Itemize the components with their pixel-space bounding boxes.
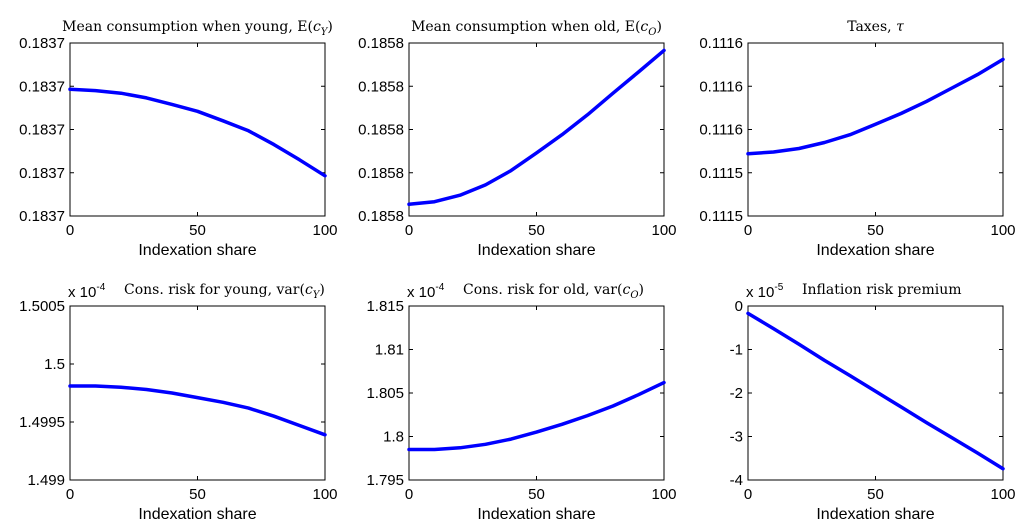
y-tick-label: 0 — [735, 298, 743, 315]
y-tick-label: 1.795 — [366, 472, 404, 489]
y-tick-label: 0.1858 — [358, 78, 404, 95]
y-tick-label: 0.1115 — [699, 165, 743, 182]
y-tick-label: 1.5005 — [19, 298, 65, 315]
y-tick-label: 0.1858 — [358, 35, 404, 52]
chart-title: Inflation risk premium — [802, 282, 962, 298]
y-tick-label: -3 — [730, 429, 743, 446]
x-axis-label: Indexation share — [816, 506, 934, 523]
x-axis-label: Indexation share — [477, 242, 595, 259]
axis-multiplier: x 10-4 — [407, 282, 445, 301]
subplot-1: 0 50 100 0.1837 0.1837 0.1837 0.1837 0.1837 Inde… — [19, 19, 337, 259]
x-tick-label: 50 — [528, 222, 545, 239]
y-tick-label: 0.1115 — [699, 208, 743, 225]
x-tick-label: 100 — [312, 222, 337, 239]
y-tick-label: 0.1116 — [699, 35, 743, 52]
x-tick-label: 100 — [312, 486, 337, 503]
y-tick-label: 1.81 — [375, 342, 404, 359]
subplot-4: 0 50 100 1.499 1.4995 1.5 1.5005 Indexation sha… — [19, 282, 337, 523]
x-axis-label: Indexation share — [138, 242, 256, 259]
y-tick-label: 0.1837 — [19, 165, 65, 182]
subplot-6: 0 50 100 -4 -3 -2 -1 0 Indexation share x 10-5 Inf… — [730, 282, 1016, 523]
x-tick-label: 0 — [405, 486, 413, 503]
plot-area — [69, 305, 326, 481]
x-tick-label: 50 — [189, 222, 206, 239]
axis-multiplier: x 10-4 — [68, 282, 106, 301]
y-tick-label: -2 — [730, 385, 743, 402]
y-tick-label: 1.805 — [366, 385, 404, 402]
y-tick-label: 1.499 — [27, 472, 65, 489]
y-tick-label: 0.1858 — [358, 122, 404, 139]
y-tick-label: 0.1858 — [358, 165, 404, 182]
x-tick-label: 100 — [651, 222, 676, 239]
chart-title: Cons. risk for old, var(cO) — [463, 282, 644, 301]
chart-title: Mean consumption when old, E(cO) — [411, 19, 662, 38]
plot-area — [408, 42, 665, 217]
y-tick-label: 0.1116 — [699, 78, 743, 95]
x-tick-label: 0 — [66, 486, 74, 503]
y-tick-label: 1.4995 — [19, 414, 65, 431]
x-tick-label: 100 — [651, 486, 676, 503]
series-line-1 — [68, 384, 327, 437]
subplot-3: 0 50 100 0.1115 0.1115 0.1116 0.1116 0.1116 Inde… — [699, 19, 1015, 259]
y-tick-label: -1 — [730, 342, 743, 359]
y-tick-label: 0.1116 — [699, 122, 743, 139]
y-tick-label: 0.1837 — [19, 78, 65, 95]
plot-area — [747, 42, 1004, 217]
y-tick-label: 0.1837 — [19, 208, 65, 225]
x-axis-label: Indexation share — [816, 242, 934, 259]
x-tick-label: 0 — [405, 222, 413, 239]
x-tick-label: 50 — [528, 486, 545, 503]
plot-area — [69, 42, 326, 217]
series-line-1 — [746, 57, 1005, 156]
series-line-1 — [746, 311, 1005, 471]
x-tick-label: 0 — [66, 222, 74, 239]
subplot-2: 0 50 100 0.1858 0.1858 0.1858 0.1858 0.1858 Inde… — [358, 19, 676, 259]
x-tick-label: 50 — [867, 486, 884, 503]
series-line-1 — [407, 48, 666, 207]
chart-title: Taxes, τ — [847, 19, 904, 35]
chart-title: Mean consumption when young, E(cY) — [62, 19, 333, 38]
y-tick-label: 1.8 — [383, 429, 404, 446]
y-tick-label: -4 — [730, 472, 743, 489]
plot-area — [408, 305, 665, 481]
y-tick-label: 1.5 — [44, 356, 65, 373]
x-tick-label: 50 — [189, 486, 206, 503]
x-axis-label: Indexation share — [477, 506, 595, 523]
chart-title: Cons. risk for young, var(cY) — [124, 282, 325, 301]
subplot-5: 0 50 100 1.795 1.8 1.805 1.81 1.815 Indexation s… — [366, 282, 676, 523]
x-tick-label: 50 — [867, 222, 884, 239]
series-line-1 — [68, 87, 327, 178]
y-tick-label: 0.1837 — [19, 35, 65, 52]
y-tick-label: 0.1837 — [19, 122, 65, 139]
y-tick-label: 1.815 — [366, 298, 404, 315]
x-tick-label: 100 — [990, 222, 1015, 239]
x-tick-label: 0 — [744, 222, 752, 239]
x-tick-label: 100 — [990, 486, 1015, 503]
y-tick-label: 0.1858 — [358, 208, 404, 225]
x-tick-label: 0 — [744, 486, 752, 503]
axis-multiplier: x 10-5 — [746, 282, 784, 301]
x-axis-label: Indexation share — [138, 506, 256, 523]
series-line-1 — [407, 380, 666, 452]
